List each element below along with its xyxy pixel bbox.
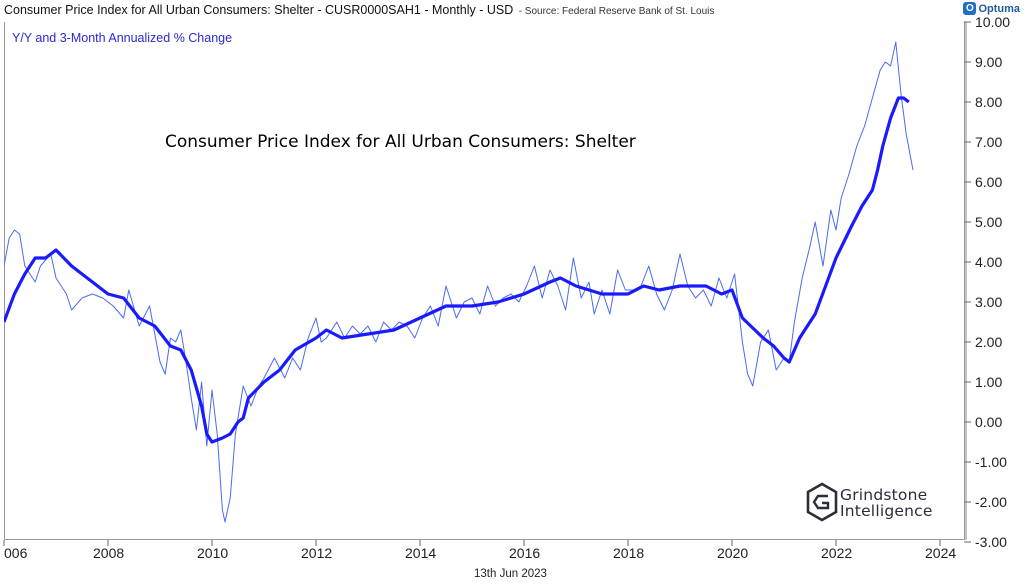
grindstone-logo-icon [806,482,838,522]
y-tick-label: -1.00 [975,454,1007,470]
x-tick-label: 2018 [613,545,644,561]
y-tick-label: 8.00 [975,94,1002,110]
optuma-logo-icon: O [963,2,977,15]
chart-subtitle: Y/Y and 3-Month Annualized % Change [12,31,233,45]
y-tick-label: 1.00 [975,374,1002,390]
series-title: Consumer Price Index for All Urban Consu… [4,3,514,17]
report-date: 13th Jun 2023 [474,568,547,580]
y-tick-label: 6.00 [975,174,1002,190]
y-tick-label: 10.00 [975,14,1010,30]
x-tick-label: 2024 [925,545,956,561]
chart-header: Consumer Price Index for All Urban Consu… [0,0,1024,22]
optuma-logo-text: Optuma [978,2,1020,15]
x-tick-label: 2020 [717,545,748,561]
chart-title: Consumer Price Index for All Urban Consu… [165,132,636,152]
y-tick-label: 5.00 [975,214,1002,230]
source-note: - Source: Federal Reserve Bank of St. Lo… [518,6,715,17]
y-tick-label: 4.00 [975,254,1002,270]
x-tick-label: 006 [4,545,28,561]
brand-line-1: Grindstone [840,486,928,504]
grindstone-logo-text: Grindstone Intelligence [840,487,933,519]
plot-frame [4,22,965,540]
y-tick-label: -3.00 [975,534,1007,550]
grindstone-logo: Grindstone Intelligence [806,480,946,524]
y-tick-label: 7.00 [975,134,1002,150]
y-tick-label: -2.00 [975,494,1007,510]
x-tick-label: 2014 [405,545,436,561]
y-tick-label: 0.00 [975,414,1002,430]
y-tick-label: 9.00 [975,54,1002,70]
y-tick-label: 3.00 [975,294,1002,310]
x-tick-label: 2022 [821,545,852,561]
x-tick-label: 2012 [301,545,332,561]
x-tick-label: 2016 [509,545,540,561]
three-month-annualized-line [4,41,914,523]
x-tick-label: 2010 [197,545,228,561]
y-tick-label: 2.00 [975,334,1002,350]
optuma-logo: O Optuma [963,2,1020,15]
x-tick-label: 2008 [93,545,124,561]
chart-header-title: Consumer Price Index for All Urban Consu… [4,3,714,17]
yoy-change-line [4,96,910,444]
brand-line-2: Intelligence [840,502,933,520]
